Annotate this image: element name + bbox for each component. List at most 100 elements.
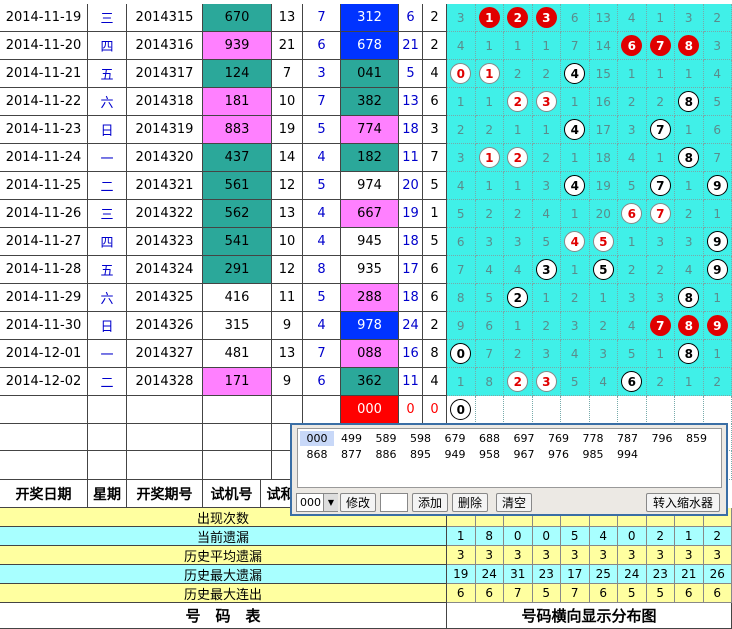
button[interactable]: 添加 — [412, 493, 448, 512]
dist-cell: 8 — [675, 312, 704, 340]
ball: 9 — [706, 231, 728, 252]
trial-span: 8 — [303, 256, 341, 284]
trial-sum: 13 — [272, 4, 303, 32]
list-item[interactable]: 949 — [444, 448, 466, 461]
stat-value: 3 — [646, 546, 675, 565]
draw-span: 7 — [423, 144, 447, 172]
dist-cell: 3 — [447, 144, 476, 172]
list-item[interactable]: 688 — [479, 432, 500, 445]
dist-cell: 6 — [618, 200, 647, 228]
dist-cell: 1 — [561, 88, 590, 116]
dist-cell: 5 — [532, 228, 561, 256]
list-item[interactable]: 976 — [548, 448, 569, 461]
button[interactable]: 清空 — [496, 493, 532, 512]
list-item[interactable]: 859 — [686, 432, 707, 445]
dist-cell: 6 — [703, 116, 732, 144]
draw-sum: 5 — [399, 60, 423, 88]
issue: 2014328 — [127, 368, 203, 396]
list-item[interactable]: 967 — [513, 448, 535, 461]
dist-cell: 8 — [675, 144, 704, 172]
dist-cell — [589, 396, 618, 424]
dist-cell: 1 — [703, 340, 732, 368]
stat-value: 26 — [703, 565, 732, 584]
list-item[interactable]: 787 — [617, 432, 638, 445]
dist-cell: 1 — [646, 340, 675, 368]
dist-cell: 2 — [646, 256, 675, 284]
dist-cell: 1 — [532, 116, 561, 144]
dist-cell: 1 — [675, 116, 704, 144]
input[interactable] — [380, 493, 408, 512]
draw-span: 8 — [423, 340, 447, 368]
list-item[interactable]: 868 — [306, 448, 328, 461]
ball: 5 — [592, 259, 614, 280]
stat-value: 6 — [589, 584, 618, 603]
dist-cell — [561, 396, 590, 424]
stat-value: 5 — [646, 584, 675, 603]
dist-cell: 1 — [561, 256, 590, 284]
trial-number: 315 — [203, 312, 272, 340]
dist-cell: 4 — [561, 228, 590, 256]
dist-cell: 1 — [703, 200, 732, 228]
selector[interactable]: 000 ▼ — [296, 493, 338, 512]
ball: 1 — [478, 147, 500, 168]
trial-span: 6 — [303, 32, 341, 60]
button[interactable]: 修改 — [340, 493, 376, 512]
stat-value: 7 — [504, 584, 533, 603]
date: 2014-11-22 — [0, 88, 88, 116]
trial-sum: 9 — [272, 312, 303, 340]
ball: 2 — [507, 287, 529, 308]
list-item[interactable]: 958 — [479, 448, 500, 461]
dist-cell: 3 — [532, 368, 561, 396]
trial-number: 416 — [203, 284, 272, 312]
dist-cell: 8 — [447, 284, 476, 312]
dist-cell: 1 — [532, 32, 561, 60]
dist-cell: 1 — [475, 144, 504, 172]
number-list: 000 499 589 598 679 688 697 769 778 787 796 859 868 8… — [297, 428, 722, 488]
button[interactable]: 转入缩水器 — [646, 493, 720, 512]
weekday: 六 — [88, 88, 127, 116]
list-item[interactable]: 796 — [651, 432, 673, 445]
date: 2014-12-02 — [0, 368, 88, 396]
stat-value: 6 — [675, 584, 704, 603]
date: 2014-11-25 — [0, 172, 88, 200]
dist-cell: 7 — [561, 32, 590, 60]
issue: 2014318 — [127, 88, 203, 116]
stat-value: 1 — [447, 527, 476, 546]
list-item[interactable]: 886 — [375, 448, 397, 461]
dist-cell: 9 — [447, 312, 476, 340]
list-item[interactable]: 877 — [341, 448, 362, 461]
dist-cell: 6 — [447, 228, 476, 256]
list-item[interactable]: 000 — [300, 431, 334, 446]
weekday: 二 — [88, 172, 127, 200]
list-item[interactable]: 895 — [410, 448, 431, 461]
dist-cell: 1 — [561, 200, 590, 228]
blank-cell — [0, 396, 88, 424]
blank-cell — [0, 451, 88, 480]
dist-cell: 8 — [675, 32, 704, 60]
weekday: 日 — [88, 312, 127, 340]
ball: 9 — [706, 175, 728, 196]
list-item[interactable]: 994 — [617, 448, 638, 461]
list-item[interactable]: 499 — [341, 432, 362, 445]
dist-cell: 4 — [618, 4, 647, 32]
list-item[interactable]: 598 — [410, 432, 431, 445]
dist-cell: 1 — [475, 88, 504, 116]
stat-value: 0 — [532, 527, 561, 546]
list-item[interactable]: 679 — [444, 432, 466, 445]
dist-cell: 4 — [504, 256, 533, 284]
button[interactable]: 删除 — [452, 493, 488, 512]
draw-span: 4 — [423, 368, 447, 396]
dist-cell: 2 — [504, 4, 533, 32]
list-item[interactable]: 589 — [375, 432, 397, 445]
dist-cell: 2 — [532, 312, 561, 340]
list-item[interactable]: 985 — [582, 448, 604, 461]
list-item[interactable]: 697 — [513, 432, 535, 445]
ball: 3 — [535, 371, 557, 392]
stat-value: 21 — [675, 565, 704, 584]
dist-cell: 5 — [703, 88, 732, 116]
list-item[interactable]: 769 — [548, 432, 569, 445]
dropdown-arrow[interactable]: ▼ — [323, 494, 338, 511]
list-item[interactable]: 778 — [582, 432, 604, 445]
dist-cell: 1 — [675, 368, 704, 396]
issue: 2014322 — [127, 200, 203, 228]
